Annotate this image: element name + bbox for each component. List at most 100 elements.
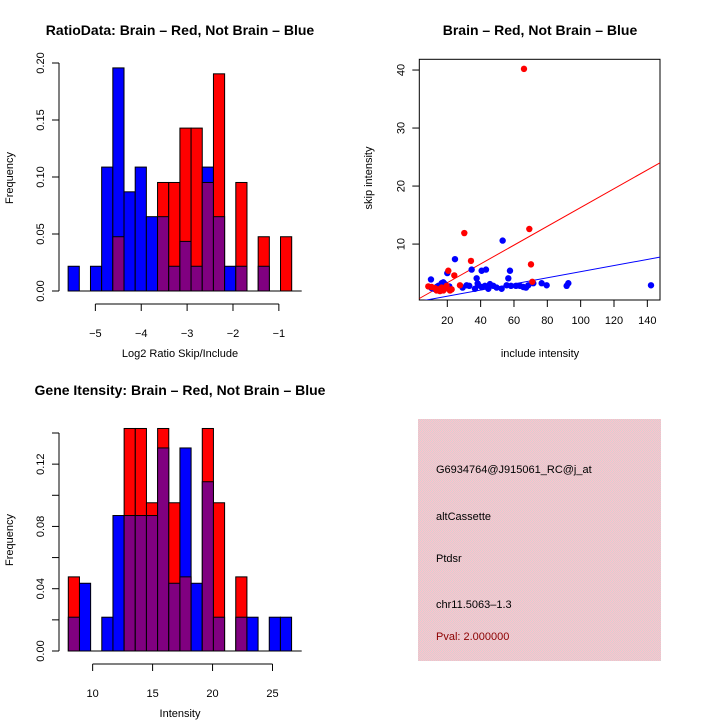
not-brain-point — [474, 280, 481, 287]
intensity-scatter: Brain – Red, Not Brain – Blue include in… — [363, 22, 661, 360]
ratio-hist-x-tick-label: −3 — [181, 328, 194, 340]
gene-hist-x-tick-label: 15 — [146, 688, 158, 700]
probe-id: G6934764@J915061_RC@j_at — [436, 464, 592, 476]
not-brain-point — [427, 276, 435, 283]
brain-point — [428, 283, 435, 291]
ratio-hist-ylabel: Frequency — [4, 152, 16, 204]
ratio-hist-bar-14 — [224, 265, 237, 292]
scatter-y-tick-label: 20 — [395, 180, 407, 192]
ratio-hist-title: RatioData: Brain – Red, Not Brain – Blue — [46, 22, 315, 38]
ratio-hist-overlap-bar-4 — [112, 236, 125, 292]
ratio-hist-overlap-bar-13 — [212, 216, 226, 292]
brain-fit-line — [419, 162, 660, 299]
ratio-hist-bar-3 — [101, 166, 114, 292]
gene-hist-bar-1 — [78, 582, 92, 652]
brain-point — [520, 65, 528, 73]
ratio-hist-x-tick-label: −5 — [89, 328, 102, 340]
not-brain-point — [520, 283, 527, 291]
ratio-hist-bar-7 — [145, 216, 159, 292]
ratio-hist-overlap-bar-11 — [190, 265, 203, 292]
chromosome-location: chr11.5063–1.3 — [436, 599, 512, 611]
event-type: altCassette — [436, 511, 492, 523]
not-brain-point — [498, 285, 505, 292]
not-brain-point — [499, 237, 506, 244]
brain-point — [441, 285, 449, 292]
scatter-x-tick-label: 40 — [475, 315, 487, 327]
brain-point — [527, 261, 535, 268]
gene-hist-bar-19 — [279, 616, 293, 652]
ratio-hist-overlap-bar-17 — [257, 265, 270, 292]
brain-point — [448, 286, 455, 293]
gene-hist-overlap-bar-7 — [145, 515, 159, 652]
scatter-x-tick-label: 20 — [441, 315, 453, 327]
ratio-hist-xlabel: Log2 Ratio Skip/Include — [122, 348, 238, 360]
ratio-hist-overlap-bar-8 — [157, 216, 170, 292]
gene-intensity-histogram: Gene Itensity: Brain – Red, Not Brain – … — [4, 382, 326, 720]
gene-hist-y-tick-label: 0.04 — [35, 578, 47, 599]
ratio-histogram: RatioData: Brain – Red, Not Brain – Blue… — [4, 22, 314, 360]
brain-point — [456, 282, 464, 289]
gene-hist-xlabel: Intensity — [160, 708, 201, 720]
pval-text: Pval: 2.000000 — [436, 631, 510, 643]
gene-hist-bars — [67, 427, 293, 652]
gene-hist-bar-11 — [190, 582, 203, 652]
ratio-hist-bar-2 — [89, 265, 103, 292]
not-brain-point — [543, 282, 550, 289]
gene-hist-title: Gene Itensity: Brain – Red, Not Brain – … — [35, 382, 326, 398]
not-brain-fit-line — [423, 256, 660, 300]
ratio-hist-bars — [67, 67, 293, 292]
brain-point — [526, 225, 533, 233]
ratio-hist-y-tick-label: 0.05 — [35, 223, 47, 244]
gene-hist-overlap-bar-5 — [123, 515, 136, 652]
gene-hist-overlap-bar-8 — [157, 447, 170, 652]
ratio-hist-x-tick-label: −4 — [135, 328, 148, 340]
gene-hist-axes: 0.00 0.04 0.08 0.12 10 15 20 25 — [35, 432, 302, 700]
ratio-hist-overlap-bar-10 — [179, 240, 192, 292]
ratio-hist-y-tick-label: 0.10 — [35, 166, 47, 187]
ratio-hist-y-tick-label: 0.20 — [35, 52, 47, 73]
gene-hist-y-tick-label: 0.08 — [35, 516, 47, 537]
ratio-hist-axes: 0.00 0.05 0.10 0.15 0.20 −5 −4 −3 −2 −1 — [35, 52, 302, 340]
gene-hist-overlap-bar-10 — [179, 576, 192, 652]
gene-hist-y-tick-label: 0.00 — [35, 640, 47, 661]
brain-point — [529, 278, 536, 285]
scatter-y-tick-label: 10 — [395, 238, 407, 250]
gene-hist-bar-18 — [268, 616, 281, 652]
gene-hist-ylabel: Frequency — [4, 514, 16, 566]
gene-hist-bar-3 — [101, 616, 114, 652]
not-brain-point — [486, 280, 494, 288]
gene-hist-y-tick-label: 0.12 — [35, 453, 47, 474]
ratio-hist-y-tick-label: 0.00 — [35, 280, 47, 301]
scatter-y-tick-label: 30 — [395, 122, 407, 134]
gene-hist-overlap-bar-13 — [212, 616, 226, 652]
gene-hist-overlap-bar-0 — [67, 616, 80, 652]
gene-hist-x-tick-label: 20 — [206, 688, 218, 700]
brain-point — [451, 272, 458, 279]
scatter-points — [425, 65, 655, 295]
scatter-plot-box — [418, 58, 661, 301]
ratio-hist-bar-6 — [134, 166, 147, 292]
gene-hist-overlap-bar-6 — [134, 515, 147, 652]
gene-hist-x-tick-label: 25 — [266, 688, 278, 700]
scatter-x-tick-label: 120 — [605, 315, 623, 327]
ratio-hist-overlap-bar-9 — [168, 265, 181, 292]
gene-hist-x-tick-label: 10 — [87, 688, 99, 700]
gene-name: Ptdsr — [436, 553, 462, 565]
scatter-x-tick-label: 80 — [541, 315, 553, 327]
not-brain-point — [471, 285, 479, 292]
scatter-x-tick-label: 100 — [571, 315, 589, 327]
ratio-hist-y-tick-label: 0.15 — [35, 109, 47, 130]
not-brain-point — [473, 275, 480, 282]
not-brain-point — [463, 282, 470, 289]
gene-hist-overlap-bar-15 — [235, 616, 248, 652]
probe-info-panel: G6934764@J915061_RC@j_at altCassette Ptd… — [418, 419, 661, 661]
not-brain-point — [563, 282, 570, 290]
not-brain-point — [503, 282, 510, 289]
ratio-hist-x-tick-label: −1 — [273, 328, 286, 340]
not-brain-point — [481, 282, 489, 290]
scatter-axes: 10 20 30 40 20 40 60 80 100 120 140 — [395, 64, 656, 327]
gene-hist-bar-16 — [246, 616, 259, 652]
not-brain-point — [451, 255, 459, 263]
scatter-y-tick-label: 40 — [395, 64, 407, 76]
gene-hist-overlap-bar-9 — [168, 582, 181, 652]
